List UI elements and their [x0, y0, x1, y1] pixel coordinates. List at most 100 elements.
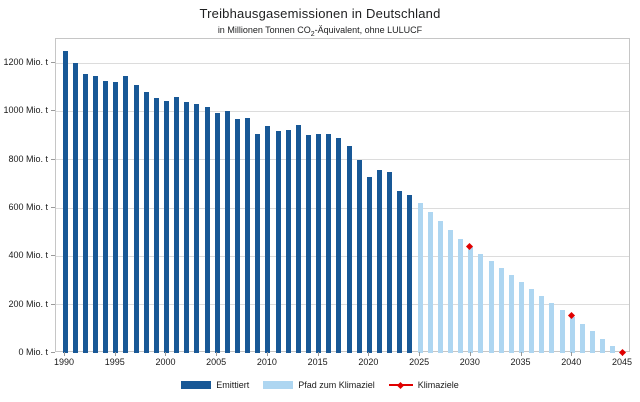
bar-emittiert-2010	[265, 125, 271, 353]
bar-pfad-2033	[498, 267, 504, 353]
x-axis-tick-label: 1990	[53, 357, 75, 367]
x-axis-tick-label: 2035	[510, 357, 531, 367]
legend-marker-klimaziele-icon	[388, 381, 413, 389]
legend-label-pfad: Pfad zum Klimaziel	[298, 380, 375, 390]
bar-emittiert-1993	[92, 76, 98, 353]
bar-emittiert-1999	[153, 98, 159, 353]
bar-pfad-2036	[529, 288, 535, 353]
legend: Emittiert Pfad zum Klimaziel Klimaziele	[0, 380, 640, 390]
gridline-600	[56, 207, 629, 209]
bar-emittiert-2020	[366, 177, 372, 353]
bar-emittiert-2022	[387, 172, 393, 353]
x-axis-tick-label: 2000	[155, 357, 176, 367]
bar-pfad-2040	[569, 316, 575, 353]
bar-pfad-2035	[519, 281, 525, 353]
bar-emittiert-2002	[184, 101, 190, 353]
bar-pfad-2041	[579, 324, 585, 353]
y-axis-tick-mark	[51, 110, 55, 112]
bar-emittiert-2009	[255, 134, 261, 353]
legend-item-pfad: Pfad zum Klimaziel	[263, 380, 375, 390]
x-axis-tick-mark	[266, 352, 268, 356]
x-axis-tick-mark	[114, 352, 116, 356]
bar-pfad-2043	[600, 338, 606, 353]
x-axis-tick-label: 2040	[561, 357, 582, 367]
y-axis-tick-label: 200 Mio. t	[8, 298, 48, 309]
bar-pfad-2027	[437, 220, 443, 353]
x-axis-tick-label: 2010	[256, 357, 277, 367]
x-axis-tick-mark	[64, 352, 65, 356]
bar-pfad-2026	[427, 211, 433, 353]
gridline-1200	[56, 62, 629, 64]
bar-pfad-2037	[539, 295, 545, 353]
bar-emittiert-1992	[82, 74, 88, 353]
x-axis-tick-mark	[469, 352, 471, 356]
bar-emittiert-2015	[316, 134, 322, 353]
bar-emittiert-2004	[204, 107, 210, 353]
bar-emittiert-2016	[326, 133, 332, 353]
x-axis-tick-label: 2020	[358, 357, 379, 367]
bar-pfad-2029	[458, 238, 464, 353]
y-axis-tick-label: 400 Mio. t	[8, 250, 48, 261]
legend-item-emittiert: Emittiert	[181, 380, 249, 390]
x-axis-tick-mark	[571, 352, 573, 356]
bar-emittiert-2008	[245, 117, 251, 353]
bar-pfad-2031	[478, 254, 484, 353]
bar-emittiert-1990	[62, 50, 68, 353]
gridline-800	[56, 159, 629, 161]
x-axis-tick-label: 2045	[611, 357, 633, 367]
bar-emittiert-2023	[397, 190, 403, 353]
x-axis-tick-label: 2015	[307, 357, 328, 367]
x-axis-tick-mark	[216, 352, 218, 356]
y-axis-tick-label: 800 Mio. t	[8, 153, 48, 164]
bar-emittiert-2021	[377, 169, 382, 353]
bar-emittiert-1994	[103, 81, 109, 353]
bar-emittiert-2019	[356, 160, 362, 353]
bar-emittiert-2001	[174, 96, 180, 353]
bar-pfad-2028	[448, 229, 454, 353]
bar-emittiert-2011	[275, 130, 281, 353]
gridline-400	[56, 255, 629, 257]
bar-pfad-2030	[468, 247, 474, 353]
bar-emittiert-2005	[214, 113, 220, 353]
y-axis-tick-label: 1000 Mio. t	[3, 105, 48, 116]
y-axis-tick-label: 1200 Mio. t	[3, 57, 48, 68]
bar-emittiert-2006	[224, 111, 230, 353]
y-axis-tick-mark	[51, 352, 55, 353]
legend-swatch-pfad	[263, 381, 294, 389]
bar-pfad-2038	[549, 302, 555, 353]
x-axis-tick-label: 1995	[104, 357, 125, 367]
y-axis-tick-label: 0 Mio. t	[18, 347, 48, 357]
x-axis-tick-label: 2030	[459, 357, 480, 367]
bar-pfad-2039	[559, 309, 565, 353]
bar-pfad-2042	[590, 331, 596, 353]
x-axis-tick-mark	[368, 352, 370, 356]
y-axis-tick-mark	[51, 158, 55, 160]
bar-emittiert-1997	[133, 85, 139, 353]
bar-emittiert-2024	[407, 194, 413, 353]
x-axis-tick-label: 2005	[206, 357, 227, 367]
y-axis-tick-mark	[51, 62, 55, 64]
legend-label-klimaziele: Klimaziele	[417, 380, 459, 390]
bar-emittiert-2007	[234, 118, 240, 353]
bar-emittiert-2018	[346, 146, 352, 353]
y-axis-tick-mark	[51, 303, 55, 305]
x-axis-tick-mark	[317, 352, 319, 356]
bar-emittiert-1996	[123, 76, 129, 353]
bar-emittiert-1991	[72, 63, 78, 353]
bar-emittiert-2014	[305, 134, 311, 353]
x-axis-tick-mark	[165, 352, 167, 356]
bar-pfad-2044	[610, 345, 616, 353]
legend-item-klimaziele: Klimaziele	[388, 380, 459, 390]
legend-swatch-emittiert	[181, 381, 212, 389]
y-axis-tick-mark	[51, 255, 55, 257]
bar-pfad-2025	[417, 203, 423, 353]
plot-area	[55, 38, 630, 353]
bar-emittiert-2013	[295, 125, 301, 353]
bar-emittiert-1998	[143, 91, 149, 353]
gridline-200	[56, 304, 629, 306]
y-axis-tick-mark	[51, 207, 55, 209]
x-axis-tick-mark	[419, 352, 421, 356]
x-axis-tick-mark	[520, 352, 522, 356]
gridline-1000	[56, 110, 629, 112]
